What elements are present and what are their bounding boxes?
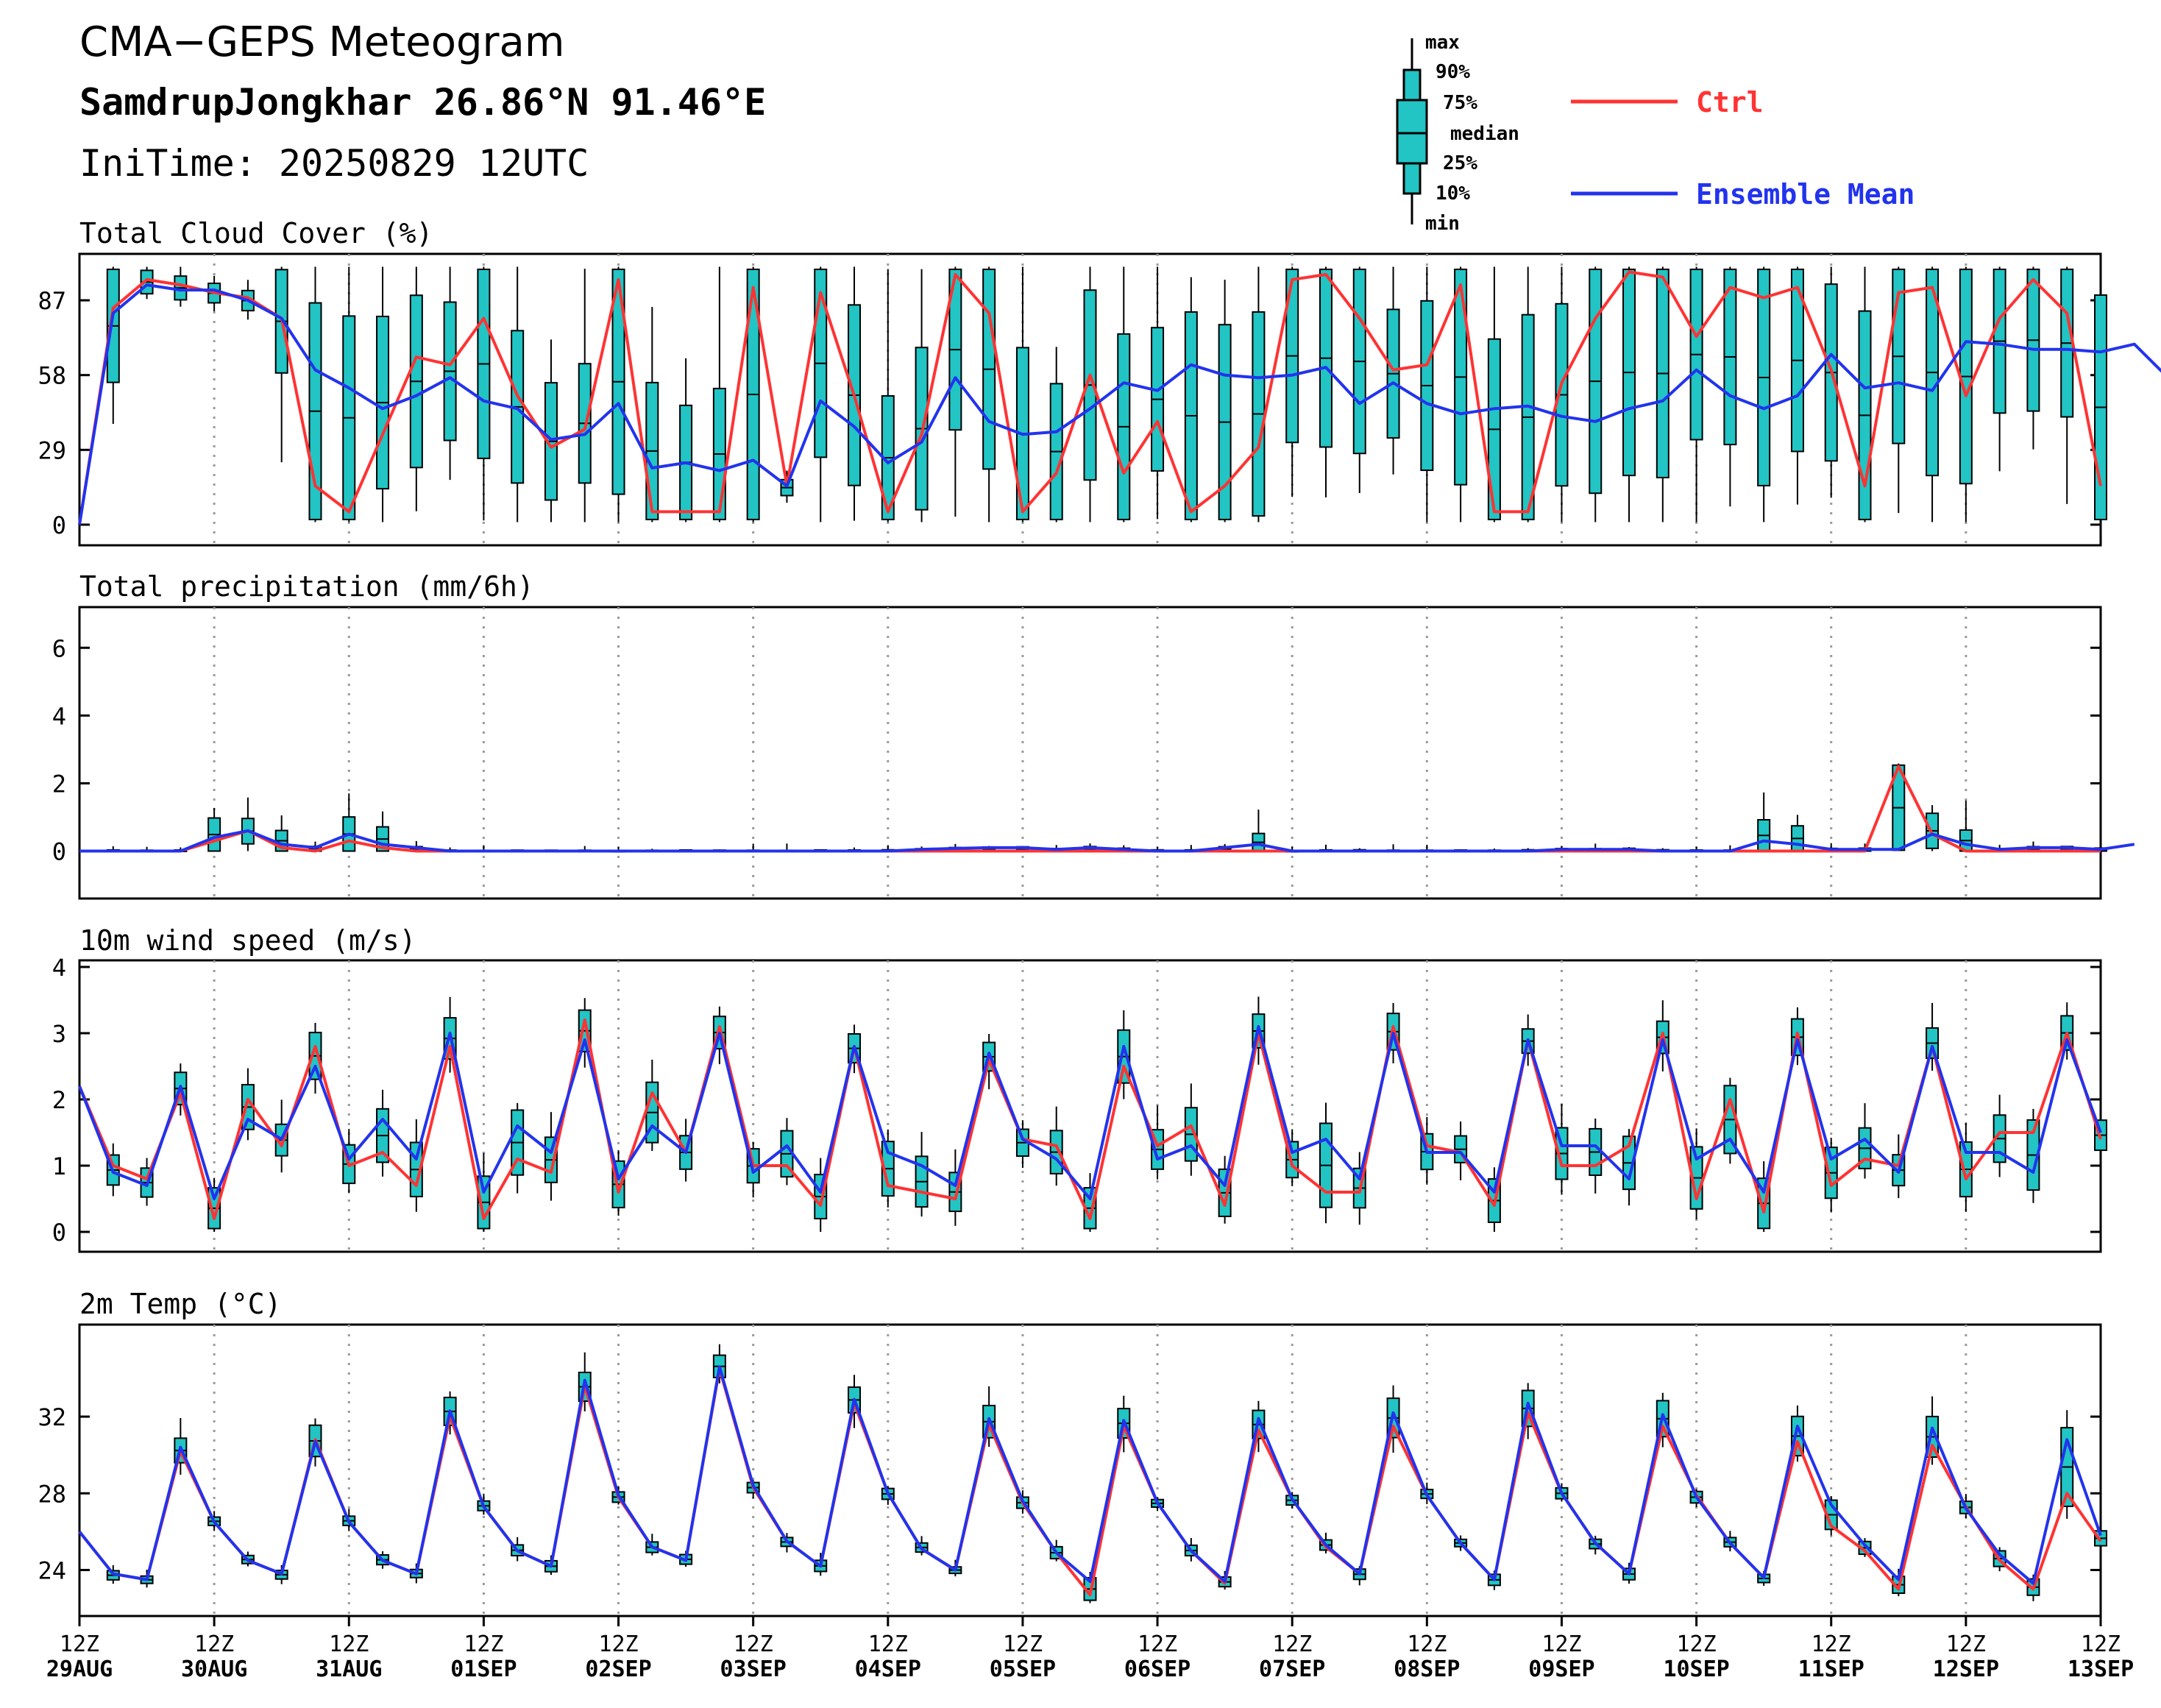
panel-title-precipitation: Total precipitation (mm/6h) [79,570,534,603]
y-tick-label: 32 [38,1403,66,1431]
panel-wind-speed: 10m wind speed (m/s) 0 1 2 3 4 [52,924,2107,1253]
legend-max-label: max [1425,32,1460,54]
x-tick-date-label: 30AUG [181,1656,247,1682]
y-tick-label: 2 [52,770,66,798]
y-tick-label: 0 [52,838,66,866]
panel-precipitation: Total precipitation (mm/6h) 0 2 4 6 [52,570,2135,900]
x-tick-date-label: 03SEP [720,1656,787,1682]
y-tick-label: 29 [38,436,66,464]
x-tick-date-label: 10SEP [1663,1656,1729,1682]
ctrl-series-line [79,765,2101,853]
x-tick-hour-label: 12Z [329,1631,369,1657]
x-tick-hour-label: 12Z [464,1631,503,1657]
panel-temperature: 2m Temp (°C) 24 28 32 [38,1288,2107,1617]
legend-p90-label: 90% [1436,61,1470,83]
y-tick-label: 28 [38,1480,66,1508]
y-tick-label: 1 [52,1152,66,1180]
x-tick-date-label: 07SEP [1259,1656,1325,1682]
panel-title-cloud-cover: Total Cloud Cover (%) [79,217,433,249]
ctrl-series-line [78,270,2102,525]
plot-frame [78,606,2102,900]
x-tick-date-label: 11SEP [1798,1656,1864,1682]
y-tick-label: 24 [38,1556,66,1584]
x-tick-hour-label: 12Z [1541,1631,1581,1657]
y-tick-label: 87 [38,287,66,315]
legend-p10-label: 10% [1436,183,1470,205]
panel-title-wind-speed: 10m wind speed (m/s) [79,924,416,957]
x-tick-hour-label: 12Z [1677,1631,1717,1657]
y-tick-label: 0 [52,1219,66,1247]
y-tick-label: 6 [52,634,66,662]
ensemble-mean-line [78,1365,2102,1585]
x-tick-hour-label: 12Z [868,1631,908,1657]
x-tick-hour-label: 12Z [60,1631,99,1657]
chart-init-time: IniTime: 20250829 12UTC [79,142,589,185]
legend-box-inner [1396,99,1428,165]
x-tick-date-label: 02SEP [585,1656,651,1682]
ctrl-series-line [78,1018,2102,1220]
x-tick-date-label: 04SEP [855,1656,921,1682]
x-tick-date-label: 31AUG [316,1656,382,1682]
x-tick-hour-label: 12Z [598,1631,638,1657]
x-tick-date-label: 06SEP [1124,1656,1190,1682]
x-tick-hour-label: 12Z [1138,1631,1177,1657]
x-tick-hour-label: 12Z [734,1631,773,1657]
x-tick-date-label: 13SEP [2068,1656,2134,1682]
chart-location: SamdrupJongkhar 26.86°N 91.46°E [79,81,766,124]
x-tick-date-label: 29AUG [46,1656,113,1682]
x-tick-hour-label: 12Z [2081,1631,2121,1657]
x-tick-date-label: 05SEP [990,1656,1056,1682]
plot-frame [78,1323,2102,1617]
panel-cloud-cover: Total Cloud Cover (%) 0 29 58 87 [38,217,2161,547]
legend-min-label: min [1425,213,1460,235]
y-tick-label: 0 [52,511,66,539]
x-tick-date-label: 08SEP [1394,1656,1460,1682]
legend-ctrl-label: Ctrl [1696,86,1764,118]
x-tick-hour-label: 12Z [1272,1631,1312,1657]
ensemble-mean-line [79,829,2135,853]
panel-title-temperature: 2m Temp (°C) [79,1288,282,1320]
x-tick-hour-label: 12Z [1407,1631,1447,1657]
y-tick-label: 2 [52,1086,66,1114]
x-tick-date-label: 12SEP [1933,1656,1999,1682]
y-tick-label: 3 [52,1020,66,1048]
x-tick-hour-label: 12Z [194,1631,234,1657]
x-tick-hour-label: 12Z [1946,1631,1986,1657]
chart-legend: max 90% 75% median 25% 10% min Ctrl Ense… [1396,32,1915,235]
x-tick-hour-label: 12Z [1812,1631,1851,1657]
x-tick-hour-label: 12Z [1003,1631,1043,1657]
legend-mean-label: Ensemble Mean [1696,178,1915,210]
legend-p25-label: 25% [1443,152,1477,174]
x-tick-date-label: 09SEP [1528,1656,1594,1682]
chart-title: CMA−GEPS Meteogram [79,18,564,66]
x-axis: 12Z29AUG12Z30AUG12Z31AUG12Z01SEP12Z02SEP… [46,1616,2134,1682]
y-tick-label: 4 [52,954,66,982]
legend-median-label: median [1450,123,1519,145]
y-tick-label: 58 [38,362,66,390]
ensemble-mean-line [78,1025,2102,1200]
ensemble-mean-line [78,283,2161,525]
y-tick-label: 4 [52,702,66,730]
x-tick-date-label: 01SEP [450,1656,517,1682]
legend-p75-label: 75% [1443,92,1477,114]
